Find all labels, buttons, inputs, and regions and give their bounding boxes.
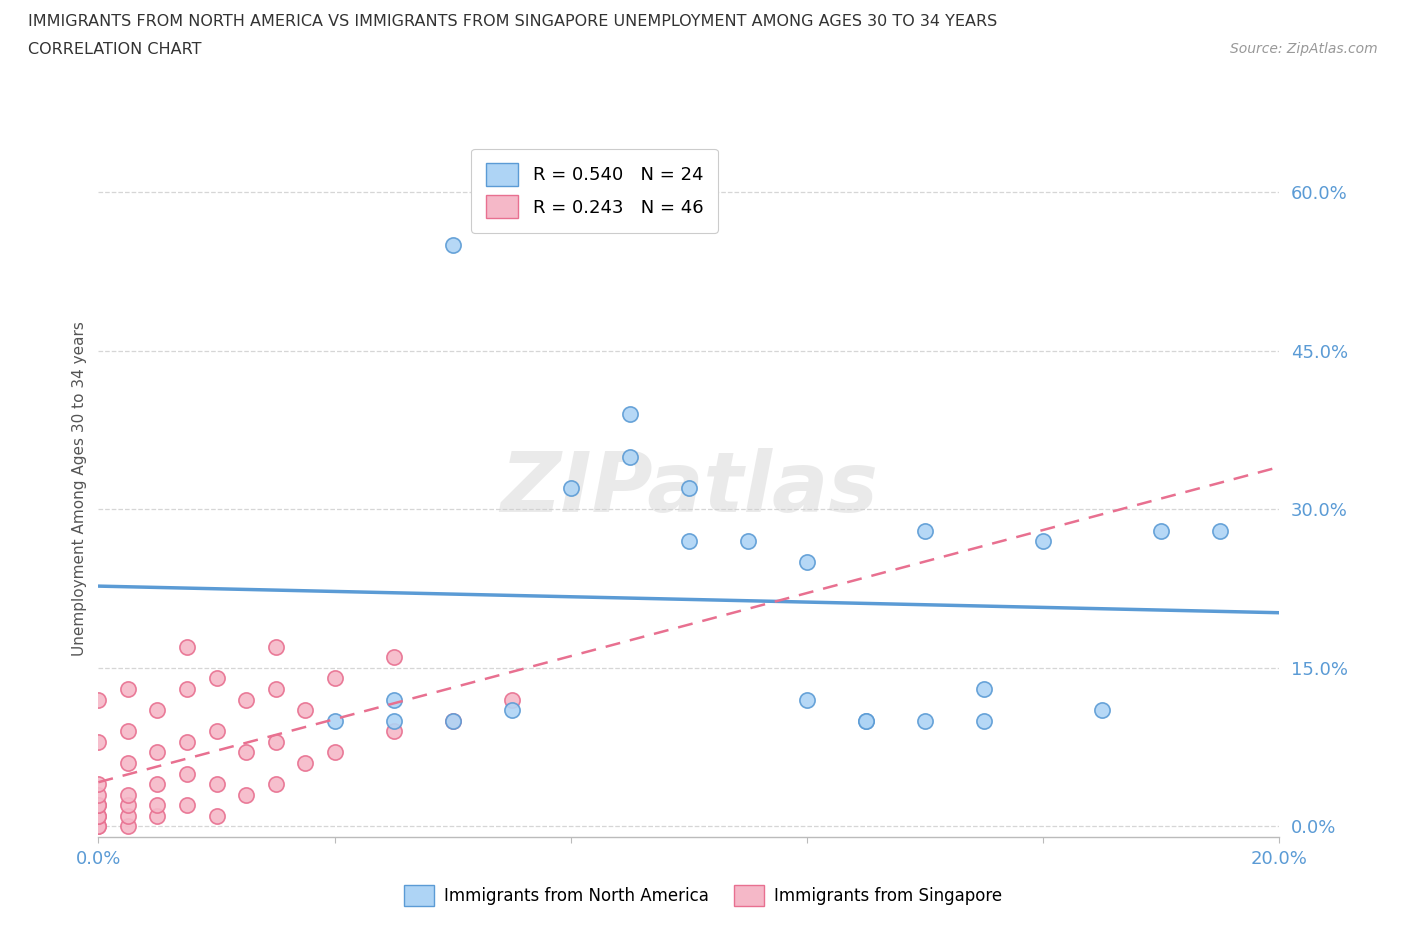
- Text: Source: ZipAtlas.com: Source: ZipAtlas.com: [1230, 42, 1378, 56]
- Point: [294, 703, 316, 718]
- Point: [1209, 523, 1232, 538]
- Text: IMMIGRANTS FROM NORTH AMERICA VS IMMIGRANTS FROM SINGAPORE UNEMPLOYMENT AMONG AG: IMMIGRANTS FROM NORTH AMERICA VS IMMIGRA…: [28, 14, 997, 29]
- Point: [264, 639, 287, 654]
- Point: [146, 808, 169, 823]
- Point: [973, 682, 995, 697]
- Point: [619, 449, 641, 464]
- Point: [796, 555, 818, 570]
- Point: [176, 766, 198, 781]
- Point: [205, 671, 228, 686]
- Y-axis label: Unemployment Among Ages 30 to 34 years: Unemployment Among Ages 30 to 34 years: [72, 321, 87, 656]
- Point: [973, 713, 995, 728]
- Point: [294, 755, 316, 770]
- Text: ZIPatlas: ZIPatlas: [501, 447, 877, 529]
- Point: [678, 481, 700, 496]
- Point: [117, 724, 139, 738]
- Point: [382, 724, 405, 738]
- Point: [1150, 523, 1173, 538]
- Point: [146, 745, 169, 760]
- Point: [146, 798, 169, 813]
- Point: [205, 724, 228, 738]
- Point: [1032, 534, 1054, 549]
- Point: [264, 777, 287, 791]
- Point: [176, 682, 198, 697]
- Point: [117, 808, 139, 823]
- Point: [855, 713, 877, 728]
- Point: [323, 713, 346, 728]
- Point: [501, 703, 523, 718]
- Point: [678, 534, 700, 549]
- Point: [264, 682, 287, 697]
- Point: [441, 713, 464, 728]
- Point: [87, 798, 110, 813]
- Point: [87, 819, 110, 834]
- Point: [117, 788, 139, 803]
- Point: [87, 808, 110, 823]
- Point: [441, 713, 464, 728]
- Point: [382, 713, 405, 728]
- Point: [87, 777, 110, 791]
- Point: [441, 238, 464, 253]
- Point: [176, 639, 198, 654]
- Point: [205, 777, 228, 791]
- Point: [87, 808, 110, 823]
- Point: [146, 777, 169, 791]
- Text: CORRELATION CHART: CORRELATION CHART: [28, 42, 201, 57]
- Legend: Immigrants from North America, Immigrants from Singapore: Immigrants from North America, Immigrant…: [398, 879, 1008, 912]
- Point: [205, 808, 228, 823]
- Point: [117, 819, 139, 834]
- Point: [323, 745, 346, 760]
- Point: [796, 692, 818, 707]
- Point: [235, 745, 257, 760]
- Point: [264, 735, 287, 750]
- Point: [87, 819, 110, 834]
- Point: [146, 703, 169, 718]
- Point: [235, 692, 257, 707]
- Point: [323, 671, 346, 686]
- Point: [382, 650, 405, 665]
- Point: [737, 534, 759, 549]
- Point: [117, 798, 139, 813]
- Point: [914, 523, 936, 538]
- Point: [117, 682, 139, 697]
- Point: [87, 735, 110, 750]
- Point: [855, 713, 877, 728]
- Point: [501, 692, 523, 707]
- Point: [87, 798, 110, 813]
- Point: [382, 692, 405, 707]
- Point: [560, 481, 582, 496]
- Legend: R = 0.540   N = 24, R = 0.243   N = 46: R = 0.540 N = 24, R = 0.243 N = 46: [471, 149, 717, 232]
- Point: [87, 788, 110, 803]
- Point: [117, 755, 139, 770]
- Point: [914, 713, 936, 728]
- Point: [1091, 703, 1114, 718]
- Point: [176, 798, 198, 813]
- Point: [87, 692, 110, 707]
- Point: [176, 735, 198, 750]
- Point: [619, 406, 641, 421]
- Point: [235, 788, 257, 803]
